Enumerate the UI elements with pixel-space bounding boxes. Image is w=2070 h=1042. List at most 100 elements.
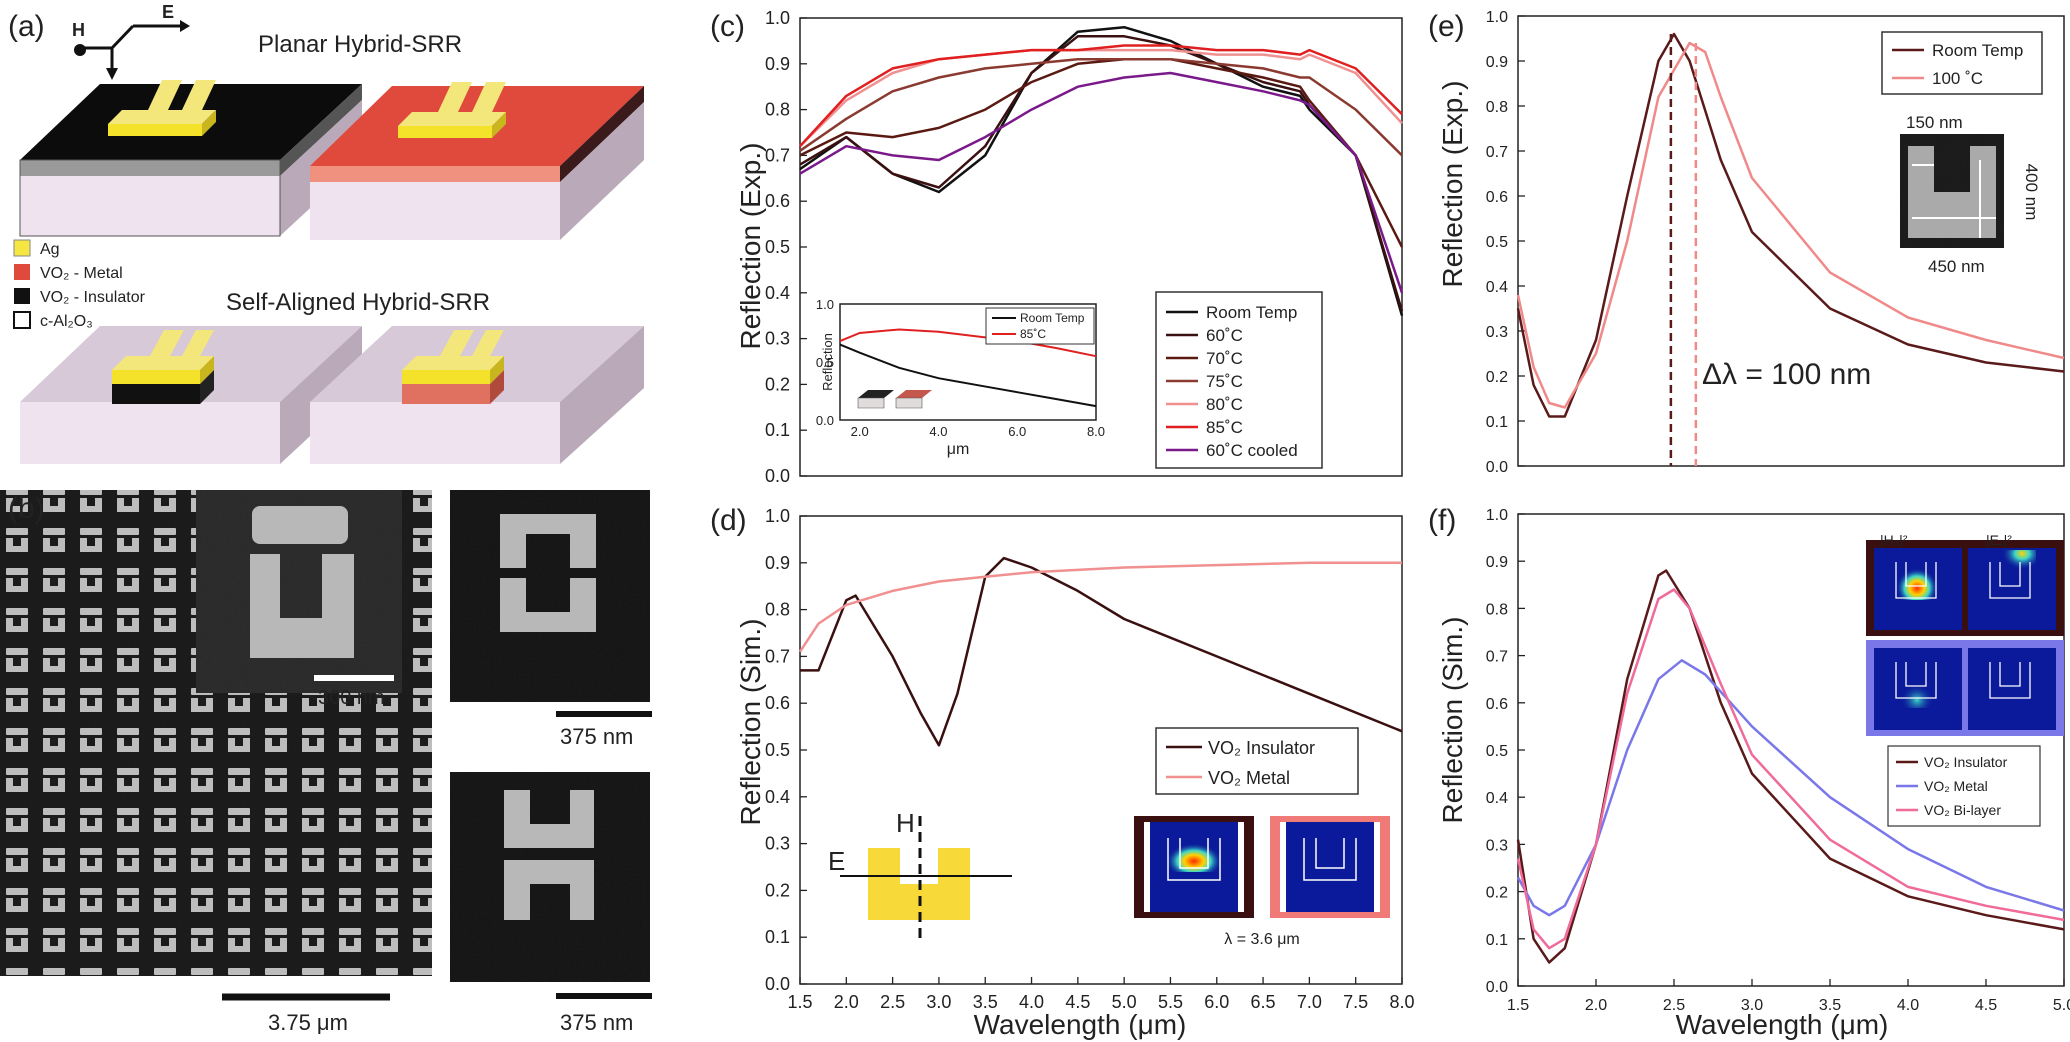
chart-e: 0.0 0.1 0.2 0.3 0.4 0.5 0.6 0.7 0.8 0.9 1.0: [1486, 9, 2065, 476]
inset-series-line-1: [839, 328, 1097, 358]
self-aligned-title: Self-Aligned Hybrid-SRR: [226, 289, 490, 316]
y-tick-label: 0.3: [765, 834, 790, 854]
y-tick-label: 0.5: [765, 740, 790, 760]
y-tick-label: 0.3: [765, 329, 790, 349]
panel-b: (b) 300 nm 3.75 μm 375 nm 375: [0, 490, 652, 1035]
h-field-label: H: [896, 808, 915, 838]
x-tick-label: 3.5: [973, 992, 998, 1012]
legend-c-label: 80˚C: [1206, 395, 1243, 414]
panel-a: (a) Planar Hybrid-SRR H E k: [8, 2, 644, 464]
chart-d-legend: VO₂ Insulator VO₂ Metal: [1155, 727, 1359, 795]
y-tick-label: 0.8: [1486, 601, 1508, 618]
field-label-e: |Eₓ|²: [1986, 532, 2012, 548]
x-tick-label: 5.0: [1112, 992, 1137, 1012]
y-tick-label: 1.0: [1486, 507, 1508, 524]
y-tick-label: 0.0: [765, 466, 790, 486]
x-tick-label: 1.5: [1507, 997, 1529, 1014]
x-tick-label: 7.0: [1297, 992, 1322, 1012]
y-tick-label: 1.0: [765, 506, 790, 526]
y-tick-label: 1.0: [1486, 9, 1508, 26]
sem-right-top: [450, 490, 650, 702]
inset-x-tick-label: 2.0: [851, 424, 869, 439]
legend-swatch-vo2-insulator: [14, 288, 30, 304]
legend-c-label: 85˚C: [1206, 418, 1243, 437]
series-line-0: [800, 556, 1403, 747]
legend-swatch-vo2-metal: [14, 264, 30, 280]
inset-width-top: 150 nm: [1906, 113, 1963, 132]
scale-label-main: 3.75 μm: [268, 1010, 348, 1035]
y-tick-label: 0.3: [1486, 837, 1508, 854]
chart-f-field-maps: |H₂|² |Eₓ|²: [1866, 532, 2064, 736]
chart-c-inset: 0.0 0.5 1.0 2.0 4.0 6.0 8.0 Reflection μm Room…: [816, 297, 1105, 458]
x-tick-label: 4.5: [1065, 992, 1090, 1012]
series-line-2: [1516, 588, 2065, 950]
x-tick-label: 2.5: [1663, 997, 1685, 1014]
inset-y-tick-label: 0.5: [816, 355, 834, 370]
chart-f-ylabel: Reflection (Sim.): [1437, 617, 1468, 824]
y-tick-label: 0.1: [765, 927, 790, 947]
h-axis-label: H: [72, 20, 85, 40]
y-tick-label: 0.6: [1486, 189, 1508, 206]
legend-f-bilayer: VO₂ Bi-layer: [1924, 802, 2001, 818]
y-tick-label: 0.9: [765, 553, 790, 573]
legend-c-label: 75˚C: [1206, 372, 1243, 391]
inset-series-line-0: [839, 343, 1097, 408]
material-legend: Ag VO₂ - Metal VO₂ - Insulator c-Al₂O₃: [13, 239, 146, 330]
series-line-5: [799, 44, 1403, 148]
y-tick-label: 0.2: [1486, 369, 1508, 386]
chart-c-ylabel: Reflection (Exp.): [735, 143, 766, 350]
y-tick-label: 0.0: [1486, 979, 1508, 996]
scale-label-right-bottom: 375 nm: [560, 1010, 633, 1035]
legend-swatch-al2o3: [13, 311, 31, 329]
y-tick-label: 0.4: [765, 787, 790, 807]
y-tick-label: 0.1: [1486, 932, 1508, 949]
x-tick-label: 3.5: [1819, 997, 1841, 1014]
panel-c: (c) Reflection (Exp.) 0.0 0.1 0.2 0.3 0.4 0.5…: [710, 8, 1404, 486]
chart-c: 0.0 0.1 0.2 0.3 0.4 0.5 0.6 0.7 0.8 0.9 1.0: [765, 8, 1404, 486]
planar-block-metal: [310, 82, 644, 240]
chart-d: 0.0 0.1 0.2 0.3 0.4 0.5 0.6 0.7 0.8 0.9 1.0 1.5 2.0 2…: [765, 506, 1415, 1012]
y-tick-label: 0.2: [765, 374, 790, 394]
y-tick-label: 0.7: [1486, 144, 1508, 161]
y-tick-label: 0.7: [1486, 649, 1508, 666]
x-tick-label: 4.5: [1975, 997, 1997, 1014]
y-tick-label: 0.8: [765, 100, 790, 120]
legend-d-insulator: VO₂ Insulator: [1208, 738, 1315, 758]
selfaligned-block-metal: [310, 326, 644, 464]
legend-c-label: 60˚C cooled: [1206, 441, 1298, 460]
y-tick-label: 0.8: [765, 600, 790, 620]
inset-x-tick-label: 8.0: [1087, 424, 1105, 439]
series-line-1: [1516, 41, 2065, 409]
y-tick-label: 0.7: [765, 145, 790, 165]
y-tick-label: 0.6: [765, 693, 790, 713]
field-label-h: |H₂|²: [1880, 532, 1908, 548]
y-tick-label: 0.4: [765, 283, 790, 303]
series-line-4: [799, 48, 1403, 148]
srr-polarization-diagram: E H: [828, 808, 1012, 944]
panel-b-label: (b): [8, 492, 45, 525]
panel-a-label: (a): [8, 10, 45, 43]
x-tick-label: 2.5: [880, 992, 905, 1012]
chart-d-ylabel: Reflection (Sim.): [735, 619, 766, 826]
scale-label-right-top: 375 nm: [560, 724, 633, 749]
series-line-2: [799, 57, 1404, 248]
y-tick-label: 0.4: [1486, 279, 1508, 296]
y-tick-label: 0.2: [765, 880, 790, 900]
scale-label-inset: 300 nm: [318, 687, 385, 709]
panel-e: (e) Reflection (Exp.) 0.0 0.1 0.2 0.3 0.4 0.5…: [1428, 9, 2065, 476]
selfaligned-block-insulator: [20, 326, 362, 464]
legend-swatch-ag: [13, 239, 31, 257]
x-tick-label: 1.5: [787, 992, 812, 1012]
inset-y-tick-label: 1.0: [816, 297, 834, 312]
x-tick-label: 2.0: [1585, 997, 1607, 1014]
y-tick-label: 1.0: [765, 8, 790, 28]
legend-label-vo2-metal: VO₂ - Metal: [40, 265, 123, 282]
series-line-3: [799, 57, 1403, 157]
chart-e-ylabel: Reflection (Exp.): [1437, 81, 1468, 288]
x-tick-label: 3.0: [926, 992, 951, 1012]
chart-d-xlabel: Wavelength (μm): [974, 1009, 1187, 1040]
x-tick-label: 4.0: [1897, 997, 1919, 1014]
legend-label-al2o3: c-Al₂O₃: [40, 313, 93, 330]
delta-lambda: Δλ = 100 nm: [1702, 358, 1871, 391]
y-tick-label: 0.6: [765, 191, 790, 211]
